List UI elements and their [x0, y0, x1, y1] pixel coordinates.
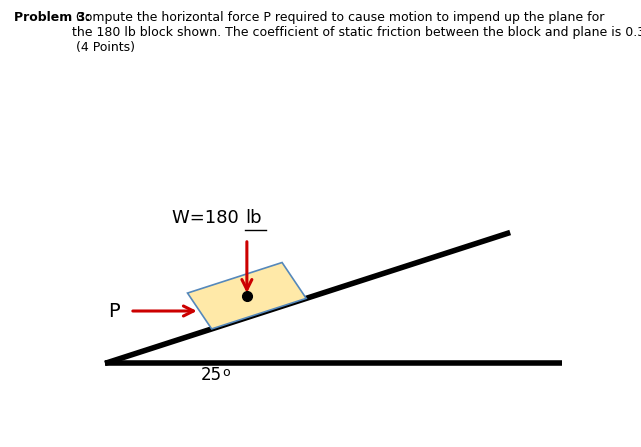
Polygon shape [188, 262, 306, 329]
Text: 25: 25 [201, 367, 222, 384]
Text: Compute the horizontal force P required to cause motion to impend up the plane f: Compute the horizontal force P required … [72, 11, 641, 54]
Text: P: P [108, 301, 120, 320]
Text: Problem 3:: Problem 3: [14, 11, 90, 24]
Text: lb: lb [245, 209, 262, 227]
Text: o: o [222, 366, 230, 379]
Text: W=180: W=180 [172, 209, 244, 227]
